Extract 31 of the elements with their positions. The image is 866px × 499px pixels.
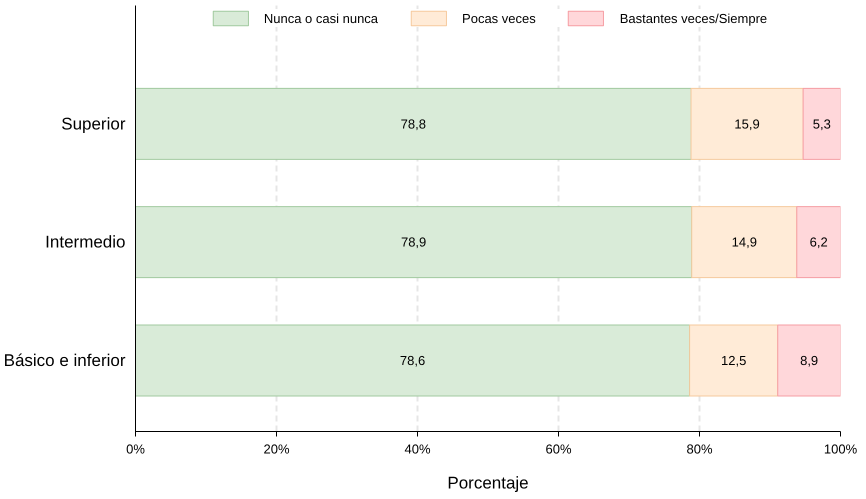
x-tick-label: 40% [404,442,431,456]
data-label: 78,9 [400,234,426,250]
data-label: 8,9 [800,353,818,368]
data-label: 78,6 [400,353,426,368]
data-label: 5,3 [812,116,831,132]
x-tick-label: 100% [824,442,858,456]
data-label: 78,8 [400,116,426,132]
x-tick-label: 20% [263,442,290,456]
bar [136,324,690,396]
data-label: 6,2 [810,234,828,250]
data-label: 15,9 [734,116,760,132]
bar [796,206,840,278]
bar [690,88,804,160]
bar [802,88,840,160]
bar [136,88,692,160]
bar [777,324,840,396]
x-tick-label: 80% [686,442,713,456]
legend-label: Pocas veces [462,10,536,26]
data-label: 14,9 [732,234,757,250]
y-tick-label: Intermedio [45,232,126,252]
legend-label: Bastantes veces/Siempre [620,10,768,26]
bar [136,206,692,278]
legend-label: Nunca o casi nunca [264,10,378,26]
y-tick-label: Básico e inferior [4,351,126,370]
data-label: 12,5 [721,353,746,368]
x-tick-label: 0% [126,442,146,456]
bar [691,206,798,278]
bar [689,324,778,396]
y-tick-label: Superior [61,114,126,134]
x-tick-label: 60% [545,442,572,456]
x-axis-title: Porcentaje [447,474,529,492]
